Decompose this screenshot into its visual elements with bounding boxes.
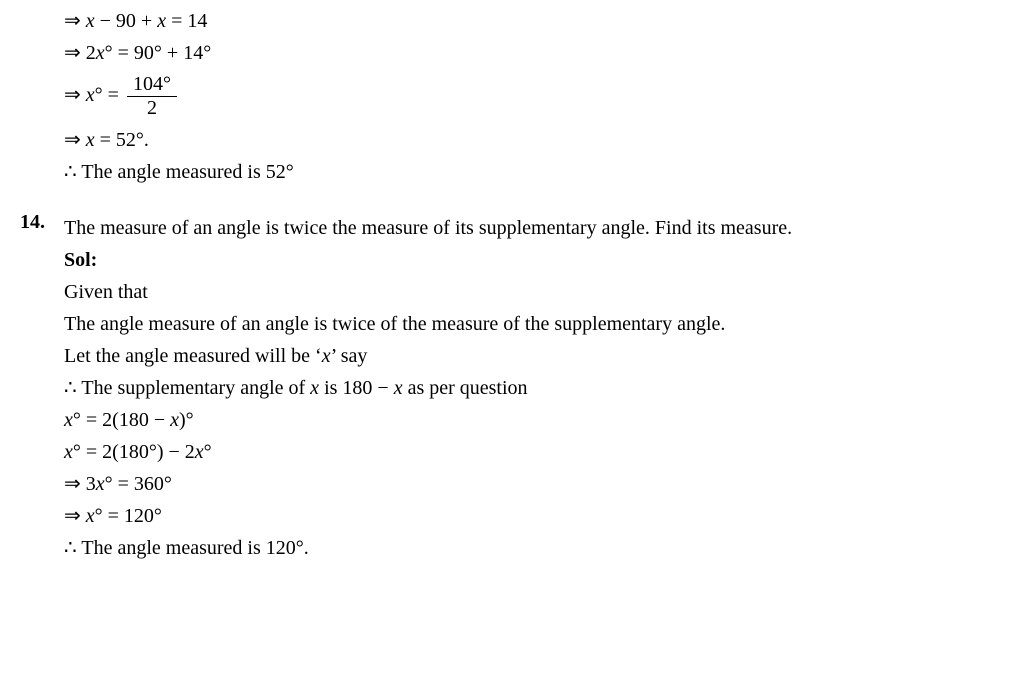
text: ∴ The angle measured is 52° <box>64 161 294 183</box>
text: Let the angle measured will be ‘ <box>64 345 322 367</box>
text: ° = 120° <box>95 505 162 527</box>
var-x: x <box>96 42 105 64</box>
solution-13-continuation: ⇒ x − 90 + x = 14 ⇒ 2x° = 90° + 14° ⇒ x°… <box>64 6 1004 187</box>
var-x: x <box>86 129 95 151</box>
document-page: ⇒ x − 90 + x = 14 ⇒ 2x° = 90° + 14° ⇒ x°… <box>0 0 1024 587</box>
arrow: ⇒ <box>64 129 86 151</box>
text: ° = 90° + 14° <box>105 42 212 64</box>
text: is 180 − <box>319 377 394 399</box>
var-x: x <box>157 10 166 32</box>
text: ⇒ 2 <box>64 42 96 64</box>
q14-question: The measure of an angle is twice the mea… <box>64 213 1004 243</box>
q14-conclusion: ∴ The angle measured is 120°. <box>64 533 1004 563</box>
sol13-step-3: ⇒ x° = 104°2 <box>64 74 1004 119</box>
var-x: x <box>86 84 95 106</box>
q14-eq3: ⇒ 3x° = 360° <box>64 469 1004 499</box>
q14-given: Given that <box>64 277 1004 307</box>
question-number: 14. <box>20 211 62 234</box>
var-x: x <box>394 377 403 399</box>
arrow: ⇒ <box>64 84 86 106</box>
var-x: x <box>310 377 319 399</box>
var-x: x <box>170 409 179 431</box>
text: ’ say <box>331 345 368 367</box>
arrow: ⇒ <box>64 505 86 527</box>
var-x: x <box>64 441 73 463</box>
denominator: 2 <box>127 97 177 119</box>
arrow: ⇒ <box>64 10 86 32</box>
var-x: x <box>96 473 105 495</box>
text: ∴ The supplementary angle of <box>64 377 310 399</box>
text: ⇒ 3 <box>64 473 96 495</box>
question-14-body: The measure of an angle is twice the mea… <box>62 211 1004 565</box>
q14-supplementary: ∴ The supplementary angle of x is 180 − … <box>64 373 1004 403</box>
text: ° <box>204 441 212 463</box>
sol13-step-1: ⇒ x − 90 + x = 14 <box>64 6 1004 36</box>
text: ° = 360° <box>105 473 172 495</box>
var-x: x <box>322 345 331 367</box>
q14-eq1: x° = 2(180 − x)° <box>64 405 1004 435</box>
numerator: 104° <box>127 74 177 97</box>
q14-eq4: ⇒ x° = 120° <box>64 501 1004 531</box>
q14-eq2: x° = 2(180°) − 2x° <box>64 437 1004 467</box>
text: as per question <box>403 377 528 399</box>
var-x: x <box>86 10 95 32</box>
q14-statement: The angle measure of an angle is twice o… <box>64 309 1004 339</box>
text: )° <box>179 409 194 431</box>
fraction: 104°2 <box>127 74 177 119</box>
sol13-conclusion: ∴ The angle measured is 52° <box>64 157 1004 187</box>
sol-label: Sol: <box>64 245 1004 275</box>
var-x: x <box>86 505 95 527</box>
text: ° = <box>95 84 124 106</box>
text: = 52°. <box>95 129 149 151</box>
text: = 14 <box>166 10 207 32</box>
question-14-row: 14. The measure of an angle is twice the… <box>20 211 1004 565</box>
var-x: x <box>64 409 73 431</box>
sol13-step-4: ⇒ x = 52°. <box>64 125 1004 155</box>
vertical-spacer <box>20 189 1004 211</box>
var-x: x <box>195 441 204 463</box>
sol13-step-2: ⇒ 2x° = 90° + 14° <box>64 38 1004 68</box>
text: − 90 + <box>95 10 158 32</box>
text: ° = 2(180°) − 2 <box>73 441 195 463</box>
text: ° = 2(180 − <box>73 409 170 431</box>
q14-let: Let the angle measured will be ‘x’ say <box>64 341 1004 371</box>
